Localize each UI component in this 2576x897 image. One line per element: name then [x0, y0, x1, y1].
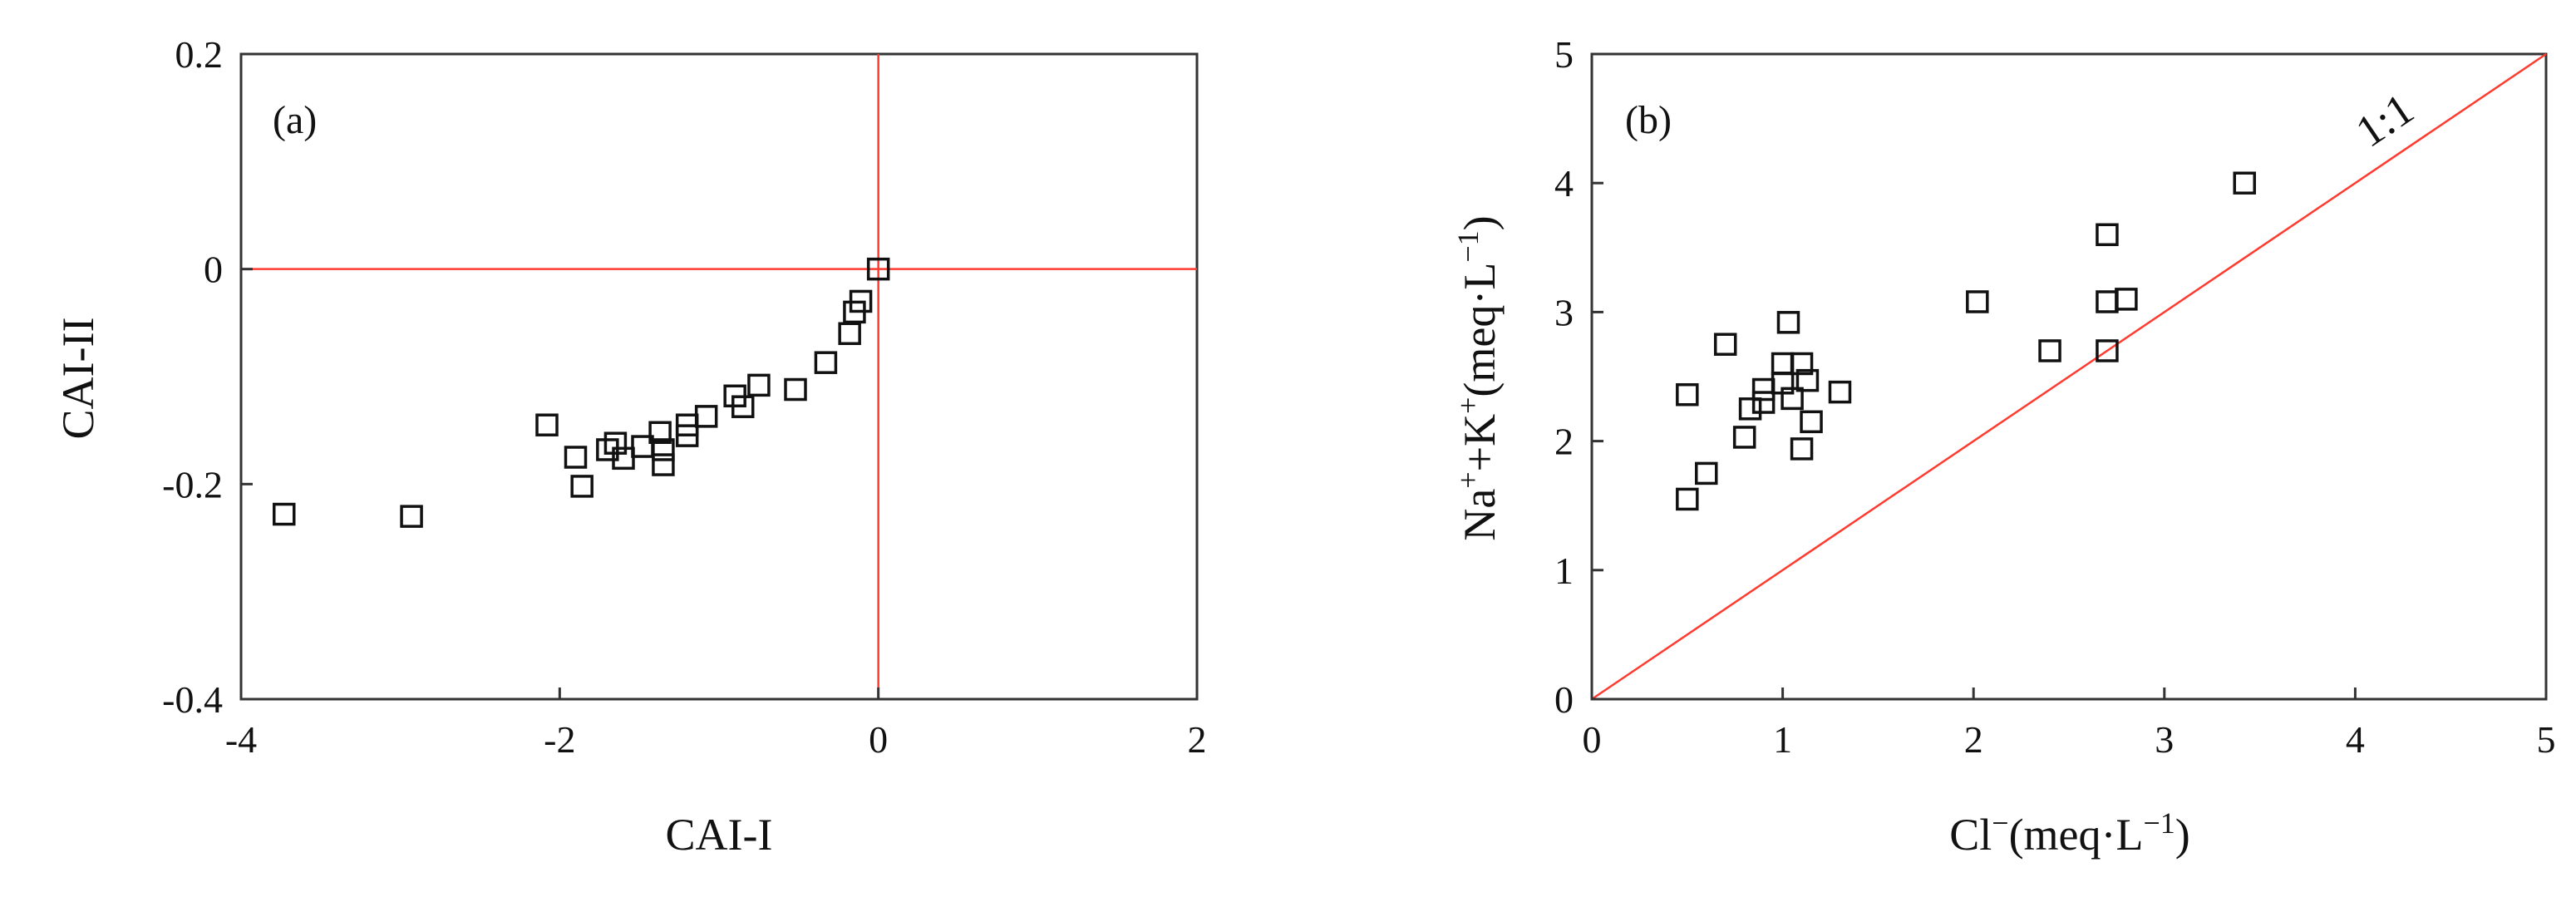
- x-label-unit-exponent: −1: [2143, 806, 2175, 840]
- panel-b-plot-frame: [1590, 52, 2548, 701]
- data-point: [1790, 437, 1814, 461]
- data-point: [2096, 290, 2119, 313]
- data-point: [2096, 339, 2119, 362]
- data-point: [400, 505, 423, 528]
- x-tick-label: 2: [1188, 718, 1207, 761]
- panel-b-one-to-one-line: [1591, 52, 2547, 701]
- data-point: [1732, 426, 1756, 449]
- x-tick-label: -2: [544, 718, 575, 761]
- x-tick-label: -4: [225, 718, 257, 761]
- data-point: [2096, 223, 2119, 247]
- data-point: [731, 395, 755, 418]
- x-label-close: ): [2175, 810, 2190, 860]
- data-point: [866, 257, 890, 281]
- data-point: [814, 351, 838, 374]
- panel-a-reference-lines: [241, 54, 1197, 699]
- data-point: [2233, 171, 2256, 195]
- data-point: [784, 377, 807, 402]
- data-point: [1776, 311, 1800, 334]
- x-tick-label: 5: [2537, 718, 2556, 761]
- data-point: [1781, 387, 1804, 411]
- panel-a-plot-frame: [239, 52, 1199, 701]
- y-tick-label: 0.2: [175, 33, 224, 76]
- data-point: [1790, 352, 1814, 376]
- y-label-close: ): [1455, 215, 1505, 230]
- data-point: [1966, 290, 1989, 313]
- data-point: [2038, 339, 2061, 362]
- data-point: [603, 431, 628, 455]
- x-label-cl-charge: −: [1992, 806, 2008, 840]
- y-tick-label: 4: [1554, 162, 1574, 205]
- data-point: [273, 502, 296, 526]
- data-point: [2115, 288, 2138, 311]
- x-tick-label: 1: [1773, 718, 1792, 761]
- panel-a-points: [273, 257, 890, 528]
- data-point: [648, 421, 672, 445]
- panel-a-x-axis-label: CAI-I: [666, 810, 773, 860]
- y-tick-label: 0: [204, 249, 223, 291]
- data-point: [652, 453, 675, 476]
- y-tick-label: 2: [1554, 421, 1574, 463]
- x-label-cl: Cl: [1949, 810, 1992, 860]
- x-tick-label: 0: [869, 718, 888, 761]
- data-point: [1676, 382, 1699, 407]
- data-point: [535, 413, 559, 436]
- panel-b-points: [1676, 171, 2256, 511]
- data-point: [1751, 391, 1776, 414]
- data-point: [849, 289, 873, 313]
- panel-b-y-axis-label: Na++K+(meq·L−1): [1451, 215, 1505, 540]
- y-label-unit: (meq·L: [1455, 263, 1505, 397]
- y-label-k-charge: +: [1451, 397, 1485, 414]
- x-tick-label: 3: [2155, 718, 2174, 761]
- panel-b-label: (b): [1625, 98, 1672, 142]
- y-tick-label: -0.4: [162, 678, 223, 721]
- y-tick-label: -0.2: [162, 463, 223, 505]
- data-point: [1800, 410, 1823, 434]
- data-point: [612, 446, 635, 471]
- panel-a-scatter: -4 -2 0 2 -0.4 -0.2 0 0.2 (a) CAI-I CAI-II: [53, 33, 1207, 860]
- data-point: [675, 424, 699, 447]
- y-label-na: Na: [1455, 489, 1505, 541]
- panel-b-reference-line: [1591, 52, 2547, 701]
- panel-a-ticks: -4 -2 0 2 -0.4 -0.2 0 0.2: [162, 33, 1206, 761]
- x-tick-label: 2: [1964, 718, 1983, 761]
- data-point: [694, 405, 718, 428]
- data-point: [1795, 368, 1820, 392]
- data-point: [1771, 352, 1795, 376]
- panel-a-label: (a): [273, 98, 317, 142]
- y-tick-label: 5: [1554, 33, 1574, 76]
- panel-b-ticks: 0 1 2 3 4 5 0 1 2 3 4 5: [1554, 33, 2556, 761]
- x-label-unit: (meq·L: [2009, 810, 2144, 860]
- x-tick-label: 4: [2346, 718, 2365, 761]
- panel-b-x-axis-label: Cl−(meq·L−1): [1949, 806, 2190, 860]
- data-point: [1713, 333, 1737, 356]
- y-label-na-charge: +: [1451, 471, 1485, 488]
- data-point: [1738, 397, 1762, 421]
- data-point: [564, 446, 588, 469]
- y-tick-label: 3: [1554, 291, 1574, 333]
- x-tick-label: 0: [1583, 718, 1602, 761]
- panel-a-y-axis-label: CAI-II: [53, 318, 103, 440]
- y-tick-label: 1: [1554, 550, 1574, 592]
- y-tick-label: 0: [1554, 678, 1574, 721]
- data-point: [1828, 380, 1852, 404]
- y-label-k: +K: [1455, 414, 1505, 471]
- data-point: [747, 373, 771, 397]
- data-point: [838, 322, 861, 346]
- data-point: [1751, 377, 1776, 402]
- data-point: [652, 438, 675, 461]
- data-point: [1676, 487, 1699, 511]
- data-point: [1695, 461, 1718, 485]
- data-point: [570, 475, 594, 498]
- y-label-unit-exponent: −1: [1451, 230, 1485, 262]
